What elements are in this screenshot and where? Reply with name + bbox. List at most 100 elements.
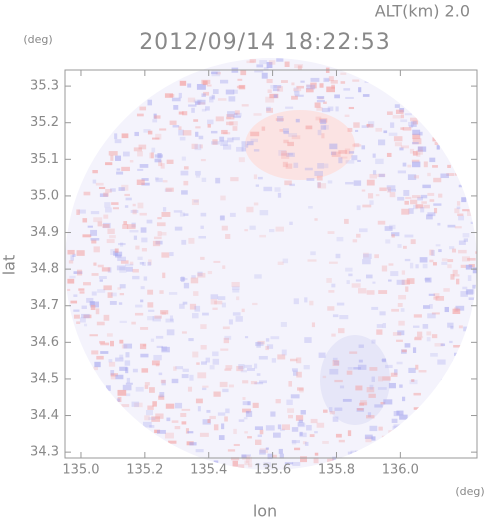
x-tick-label: 136.0 [382,463,419,478]
echo-cell [410,117,418,122]
echo-cell [293,370,298,376]
echo-cell [357,159,361,162]
echo-cell [159,290,164,294]
echo-cell [126,377,131,384]
echo-cell [294,64,304,69]
echo-cell [158,372,163,376]
echo-cell [282,161,288,168]
echo-cell [355,279,361,282]
echo-cell [119,339,124,344]
echo-cell [92,179,97,184]
echo-cell [472,284,477,289]
echo-cell [375,194,380,197]
echo-cell [157,217,162,220]
echo-cell [369,367,378,371]
echo-cell [147,261,152,266]
echo-cell [401,279,410,285]
echo-cell [217,296,226,300]
echo-cell [183,166,189,170]
echo-cell [265,338,270,342]
echo-cell [225,116,232,120]
echo-cell [388,263,394,266]
echo-cell [73,294,78,297]
echo-cell [378,290,388,294]
echo-cell [99,340,105,344]
echo-cell [99,279,103,282]
echo-cell [219,215,225,221]
echo-cell [134,312,144,316]
echo-cell [317,182,321,188]
echo-cell [259,210,269,216]
echo-cell [420,206,425,213]
echo-cell [314,102,321,108]
echo-cell [82,234,92,238]
echo-cell [139,212,147,216]
echo-cell [383,130,388,134]
echo-cell [94,361,101,368]
echo-cell [314,452,319,456]
echo-cell [348,151,355,154]
echo-cell [67,288,71,291]
echo-cell [288,152,293,156]
echo-cell [327,231,335,234]
echo-cell [422,324,429,329]
echo-cell [452,360,459,366]
echo-cell [189,442,197,446]
echo-cell [114,248,119,253]
echo-cell [134,402,143,408]
echo-cell [110,373,116,380]
echo-cell [195,101,201,105]
echo-cell [162,272,166,279]
echo-cell [297,423,306,428]
echo-cell [293,298,299,305]
echo-cell [154,158,162,163]
echo-cell [76,269,83,276]
echo-cell [165,187,174,192]
echo-cell [344,218,349,224]
echo-cell [389,192,396,198]
echo-cell [198,235,207,239]
echo-cell [212,139,218,145]
echo-cell [333,361,340,366]
echo-cell [364,80,370,84]
echo-cell [237,78,243,81]
echo-cell [101,267,111,272]
echo-cell [152,401,157,407]
echo-cell [193,119,199,122]
chart-title: 2012/09/14 18:22:53 [139,30,391,55]
echo-cell [221,129,228,135]
echo-cell [253,149,260,152]
echo-cell [338,157,343,164]
echo-cell [300,410,306,415]
echo-cell [198,135,204,140]
echo-cell [331,283,336,288]
echo-cell [378,139,386,146]
echo-cell [357,364,367,370]
echo-cell [334,407,343,411]
echo-cell [68,260,74,264]
echo-cell [331,151,341,157]
echo-cell [266,107,274,113]
echo-cell [293,87,299,93]
echo-cell [286,152,295,157]
echo-cell [195,175,201,178]
echo-cell [202,387,207,391]
echo-cell [142,344,147,347]
echo-cell [125,367,129,374]
echo-cell [406,278,415,284]
echo-cell [146,219,153,224]
echo-cell [154,315,162,319]
echo-cell [207,124,211,128]
echo-cell [411,195,421,199]
echo-cell [242,408,251,413]
echo-cell [179,303,185,309]
echo-cell [180,170,189,176]
echo-cell [130,209,139,213]
echo-cell [397,244,402,248]
echo-cell [358,87,362,93]
echo-cell [419,131,423,136]
echo-cell [361,145,366,150]
echo-cell [387,187,391,193]
echo-cell [67,249,75,255]
echo-cell [440,343,446,347]
